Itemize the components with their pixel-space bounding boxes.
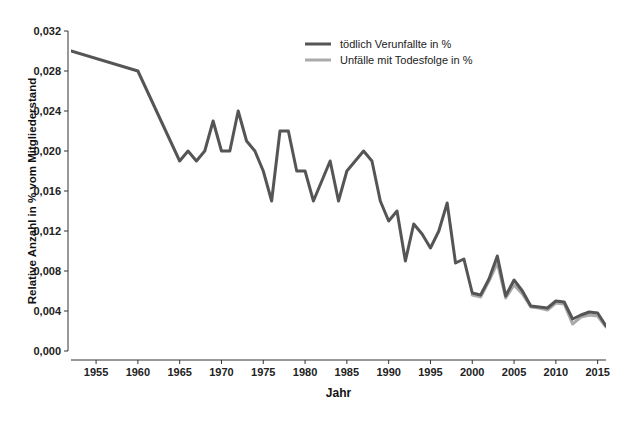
x-tick-label: 1975 [251,366,275,378]
x-tick [472,360,473,364]
y-tick-label: 0,032 [33,25,61,37]
y-axis-label: Relative Anzahl in % vom Mitgliederstand [26,78,38,304]
y-tick [64,191,68,192]
y-tick [64,31,68,32]
legend-swatch [305,59,331,62]
x-tick-label: 2000 [460,366,484,378]
x-tick-label: 2005 [502,366,526,378]
x-tick [221,360,222,364]
x-tick [346,360,347,364]
x-axis [71,360,606,361]
legend-label: Unfälle mit Todesfolge in % [340,54,473,66]
x-tick-label: 2010 [544,366,568,378]
y-tick [64,71,68,72]
x-tick-label: 1995 [418,366,442,378]
x-tick-label: 1965 [167,366,191,378]
x-tick-label: 2015 [585,366,609,378]
legend-swatch [305,43,331,46]
x-tick [305,360,306,364]
series-line [71,51,606,326]
y-tick [64,351,68,352]
x-tick [597,360,598,364]
x-tick [514,360,515,364]
x-tick [388,360,389,364]
x-tick [137,360,138,364]
y-tick [64,231,68,232]
y-tick-label: 0,004 [33,305,61,317]
x-tick-label: 1990 [376,366,400,378]
x-tick [96,360,97,364]
y-tick [64,151,68,152]
x-tick-label: 1980 [293,366,317,378]
x-tick [263,360,264,364]
y-tick-label: 0,000 [33,345,61,357]
chart: 0,0000,0040,0080,0120,0160,0200,0240,028… [0,0,629,421]
plot-area [71,51,606,327]
y-tick [64,271,68,272]
legend-label: tödlich Verunfallte in % [340,38,452,50]
y-tick-label: 0,028 [33,65,61,77]
legend: tödlich Verunfallte in % Unfälle mit Tode… [305,38,473,66]
x-axis-label: Jahr [326,386,352,400]
x-tick-label: 1960 [126,366,150,378]
x-tick [430,360,431,364]
x-tick [179,360,180,364]
y-tick [64,111,68,112]
x-tick-label: 1970 [209,366,233,378]
x-tick-label: 1955 [84,366,108,378]
y-tick [64,311,68,312]
x-tick-label: 1985 [335,366,359,378]
x-tick [555,360,556,364]
